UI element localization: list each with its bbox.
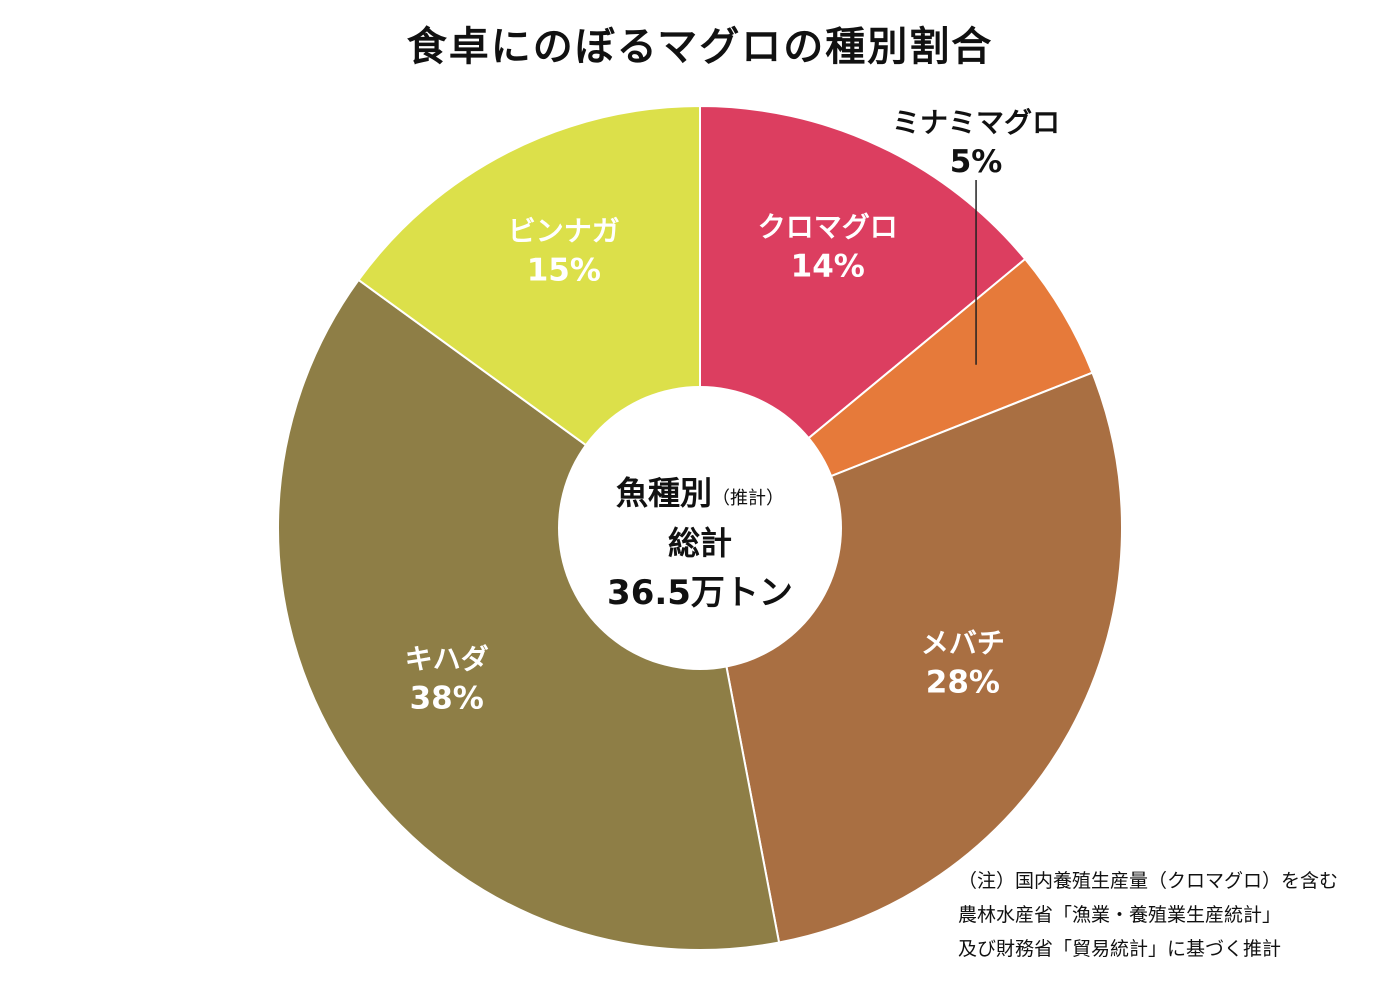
slice-label: ミナミマグロ bbox=[892, 106, 1060, 139]
slice-kihada bbox=[277, 278, 781, 951]
slice-label: メバチ bbox=[921, 627, 1005, 660]
slice-label: キハダ bbox=[405, 643, 489, 676]
slice-value-label: 38% bbox=[410, 681, 484, 717]
note-line: （注）国内養殖生産量（クロマグロ）を含む bbox=[958, 870, 1339, 892]
note-line: 農林水産省「漁業・養殖業生産統計」 bbox=[958, 904, 1282, 926]
note-line: 及び財務省「貿易統計」に基づく推計 bbox=[958, 938, 1282, 960]
slice-label: ビンナガ bbox=[508, 215, 620, 248]
slice-value-label: 15% bbox=[527, 253, 601, 289]
slice-value-label: 14% bbox=[791, 249, 865, 285]
center-total-value: 36.5万トン bbox=[607, 573, 793, 613]
slice-label: クロマグロ bbox=[758, 211, 898, 244]
donut-hole bbox=[558, 386, 842, 670]
slice-value-label: 5% bbox=[950, 144, 1003, 180]
center-label-note: （推計） bbox=[712, 488, 784, 509]
center-label-total: 総計 bbox=[667, 524, 732, 562]
source-note: （注）国内養殖生産量（クロマグロ）を含む 農林水産省「漁業・養殖業生産統計」 及… bbox=[958, 864, 1398, 966]
center-label-category: 魚種別（推計） bbox=[615, 474, 784, 512]
chart-title: 食卓にのぼるマグロの種別割合 bbox=[406, 24, 994, 70]
slice-value-label: 28% bbox=[926, 665, 1000, 701]
